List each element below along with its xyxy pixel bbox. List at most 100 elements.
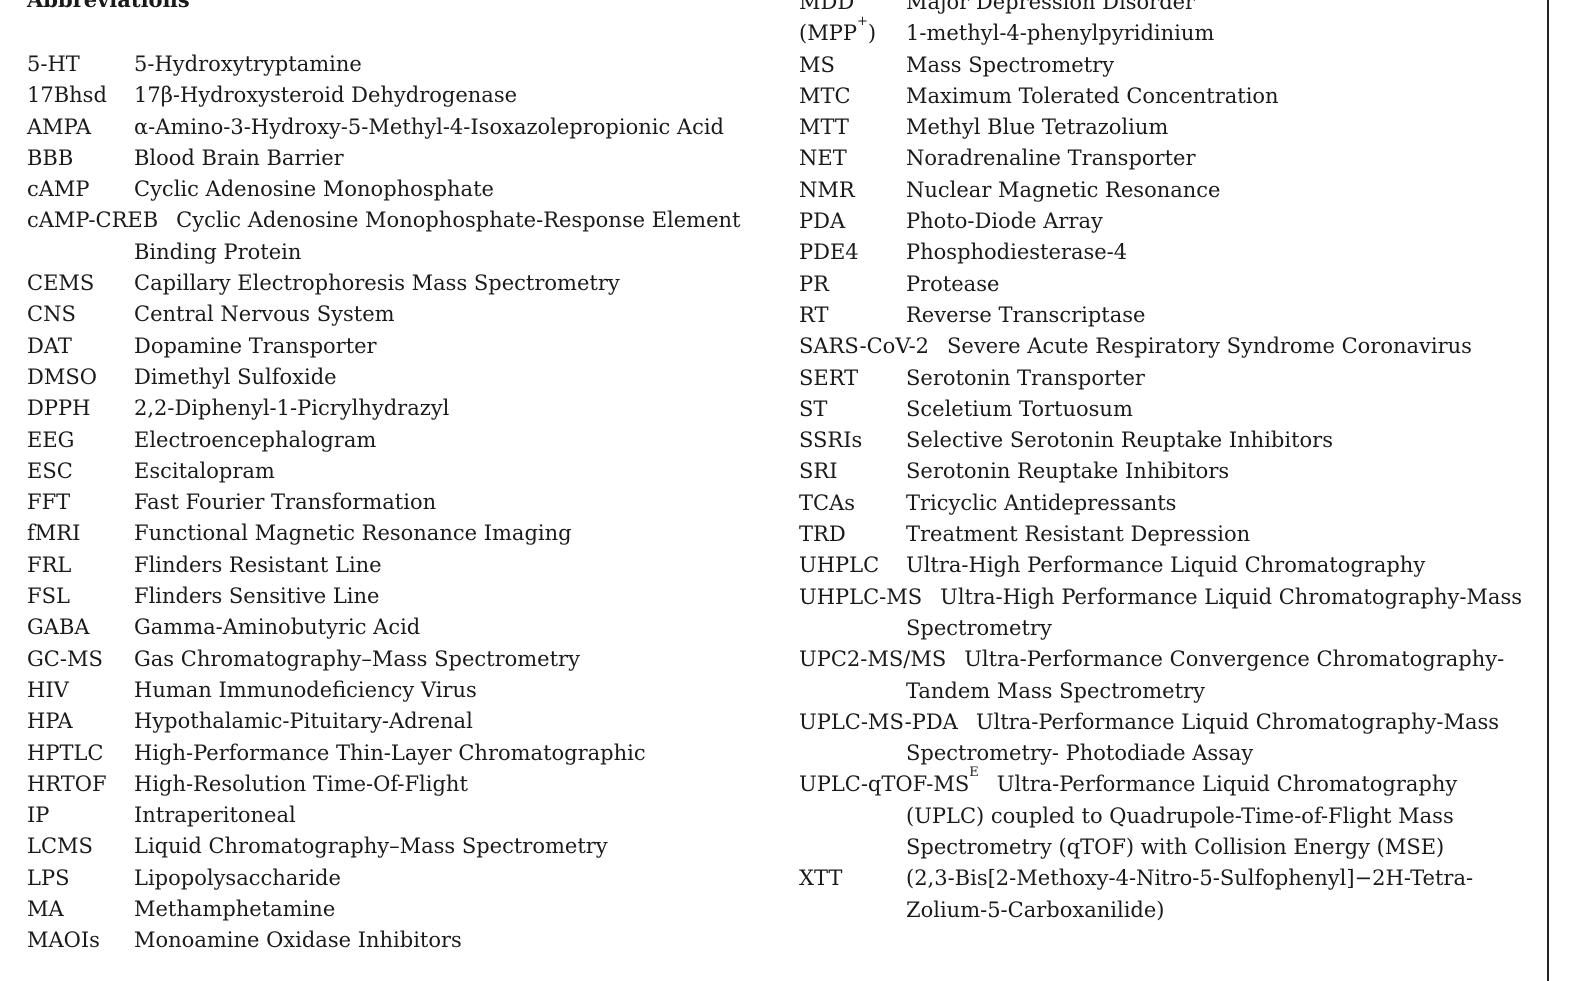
abbreviation-definition: Monoamine Oxidase Inhibitors (134, 928, 462, 953)
abbreviation-definition: Photo-Diode Array (906, 209, 1103, 234)
abbreviation-term-text: AMPA (27, 114, 92, 139)
abbreviation-term-text: XTT (799, 866, 843, 891)
abbreviation-entry: fMRI Functional Magnetic Resonance Imagin… (27, 518, 767, 549)
abbreviation-entry: SERT Serotonin Transporter (799, 363, 1539, 394)
abbreviation-entry: cAMP Cyclic Adenosine Monophosphate (27, 174, 767, 205)
abbreviation-term: MTC (799, 81, 851, 112)
abbreviation-entry: DMSO Dimethyl Sulfoxide (27, 362, 767, 393)
abbreviation-entry: AMPA α-Amino-3-Hydroxy-5-Methyl-4-Isoxazo… (27, 112, 767, 143)
abbreviation-entry: CEMS Capillary Electrophoresis Mass Spect… (27, 268, 767, 299)
abbreviation-term: LPS (27, 863, 69, 894)
abbreviations-left-column: 5-HT 5-Hydroxytryptamine 17Bhsd 17β-Hydroxy… (27, 49, 767, 957)
abbreviation-term: ESC (27, 456, 73, 487)
abbreviation-term: UHPLC-MS (799, 582, 922, 613)
abbreviation-term-text: MAOIs (27, 928, 100, 953)
abbreviation-definition: Maximum Tolerated Concentration (906, 83, 1279, 108)
abbreviation-term: DAT (27, 331, 72, 362)
abbreviation-entry: FFT Fast Fourier Transformation (27, 487, 767, 518)
abbreviation-definition: Ultra-Performance Liquid Chromatography-… (906, 709, 1500, 766)
abbreviation-entry: MS Mass Spectrometry (799, 50, 1539, 81)
abbreviation-term: cAMP-CREB (27, 205, 158, 236)
abbreviation-term-tail: ) (867, 21, 877, 46)
abbreviation-term-text: cAMP (27, 177, 90, 202)
abbreviation-definition: Treatment Resistant Depression (906, 522, 1251, 547)
abbreviation-entry: BBB Blood Brain Barrier (27, 143, 767, 174)
abbreviation-entry: LCMS Liquid Chromatography–Mass Spectrome… (27, 831, 767, 862)
abbreviation-term: XTT (799, 863, 842, 894)
abbreviation-superscript: + (856, 14, 868, 30)
abbreviation-term: EEG (27, 425, 74, 456)
abbreviation-term-text: LCMS (27, 834, 93, 859)
abbreviation-definition: Dimethyl Sulfoxide (134, 364, 337, 389)
abbreviation-definition: Gas Chromatography–Mass Spectrometry (134, 646, 580, 671)
abbreviation-term-text: fMRI (27, 521, 81, 546)
abbreviation-term-text: BBB (27, 145, 74, 170)
abbreviation-definition: Capillary Electrophoresis Mass Spectrome… (134, 271, 620, 296)
abbreviation-term: MAOIs (27, 925, 100, 956)
abbreviation-definition: Phosphodiesterase-4 (906, 240, 1128, 265)
abbreviation-term: SARS-CoV-2 (799, 331, 929, 362)
abbreviation-definition: Ultra-Performance Liquid Chromatography … (906, 772, 1458, 860)
abbreviation-definition: Serotonin Reuptake Inhibitors (906, 459, 1230, 484)
abbreviation-superscript: E (969, 765, 979, 781)
abbreviation-term: HRTOF (27, 769, 107, 800)
abbreviation-definition: 5-Hydroxytryptamine (134, 52, 362, 76)
abbreviation-term: (MPP+) (799, 15, 877, 49)
abbreviation-term: SERT (799, 363, 858, 394)
abbreviation-term-text: MDD (799, 0, 855, 14)
abbreviation-entry: XTT (2,3-Bis[2-Methoxy-4-Nitro-5-Sulfophe… (799, 863, 1539, 926)
abbreviation-term: UHPLC (799, 550, 879, 581)
abbreviation-term: HIV (27, 675, 69, 706)
abbreviation-definition: Sceletium Tortuosum (906, 396, 1133, 421)
abbreviation-entry: MAOIs Monoamine Oxidase Inhibitors (27, 925, 767, 956)
abbreviation-definition: 17β-Hydroxysteroid Dehydrogenase (134, 83, 518, 108)
abbreviation-term-text: UPC2-MS/MS (799, 647, 947, 672)
abbreviation-definition: Human Immunodeficiency Virus (134, 677, 477, 702)
abbreviation-definition: Methyl Blue Tetrazolium (906, 115, 1169, 140)
abbreviation-term-text: IP (27, 803, 50, 828)
abbreviation-entry: PR Protease (799, 269, 1539, 300)
abbreviation-term: MA (27, 894, 64, 925)
abbreviation-term-text: UPLC-qTOF-MS (799, 772, 970, 797)
abbreviation-definition: Escitalopram (134, 458, 275, 483)
abbreviation-term-text: GABA (27, 615, 90, 640)
abbreviation-entry: HPA Hypothalamic-Pituitary-Adrenal (27, 706, 767, 737)
abbreviation-entry: EEG Electroencephalogram (27, 425, 767, 456)
abbreviation-definition: Ultra-High Performance Liquid Chromatogr… (906, 584, 1523, 640)
abbreviation-definition: Gamma-Aminobutyric Acid (134, 615, 421, 640)
abbreviation-entry: DAT Dopamine Transporter (27, 331, 767, 362)
abbreviation-entry: SARS-CoV-2 Severe Acute Respiratory Syndr… (799, 331, 1539, 362)
abbreviation-definition: Liquid Chromatography–Mass Spectrometry (134, 834, 608, 859)
abbreviation-entry: cAMP-CREB Cyclic Adenosine Monophosphate-… (27, 205, 767, 268)
abbreviation-definition: Protease (906, 271, 1000, 296)
abbreviation-term: TCAs (799, 488, 855, 519)
abbreviation-term-text: ST (799, 396, 828, 421)
abbreviation-definition: High-Performance Thin-Layer Chromatograp… (134, 740, 646, 765)
page-border (1547, 0, 1549, 981)
abbreviation-definition: Hypothalamic-Pituitary-Adrenal (134, 709, 473, 734)
abbreviation-term: CNS (27, 299, 76, 330)
abbreviation-term-text: FRL (27, 552, 72, 577)
abbreviation-entry: MA Methamphetamine (27, 894, 767, 925)
abbreviation-definition: Ultra-Performance Convergence Chromatogr… (906, 647, 1505, 703)
abbreviation-definition: Serotonin Transporter (906, 365, 1145, 390)
abbreviation-term-text: TCAs (799, 490, 856, 515)
abbreviation-entry: PDA Photo-Diode Array (799, 206, 1539, 237)
abbreviation-definition: Fast Fourier Transformation (134, 490, 437, 515)
abbreviation-definition: Dopamine Transporter (134, 333, 377, 358)
abbreviation-definition: α-Amino-3-Hydroxy-5-Methyl-4-Isoxazolepr… (134, 114, 724, 139)
abbreviation-term: FRL (27, 550, 71, 581)
abbreviation-definition: Ultra-High Performance Liquid Chromatogr… (906, 553, 1426, 578)
abbreviation-entry: ST Sceletium Tortuosum (799, 394, 1539, 425)
abbreviation-term: TRD (799, 519, 846, 550)
abbreviation-term-text: MTT (799, 115, 849, 140)
abbreviation-entry: UHPLC-MS Ultra-High Performance Liquid Ch… (799, 582, 1539, 645)
abbreviation-entry: PDE4 Phosphodiesterase-4 (799, 237, 1539, 268)
abbreviation-term-text: 5-HT (27, 52, 80, 76)
abbreviation-entry: UPC2-MS/MS Ultra-Performance Convergence … (799, 644, 1539, 707)
abbreviation-term: cAMP (27, 174, 90, 205)
abbreviation-term-text: SRI (799, 459, 838, 484)
abbreviation-definition: Selective Serotonin Reuptake Inhibitors (906, 428, 1333, 453)
abbreviation-entry: 17Bhsd 17β-Hydroxysteroid Dehydrogenase (27, 80, 767, 111)
abbreviation-term: AMPA (27, 112, 91, 143)
